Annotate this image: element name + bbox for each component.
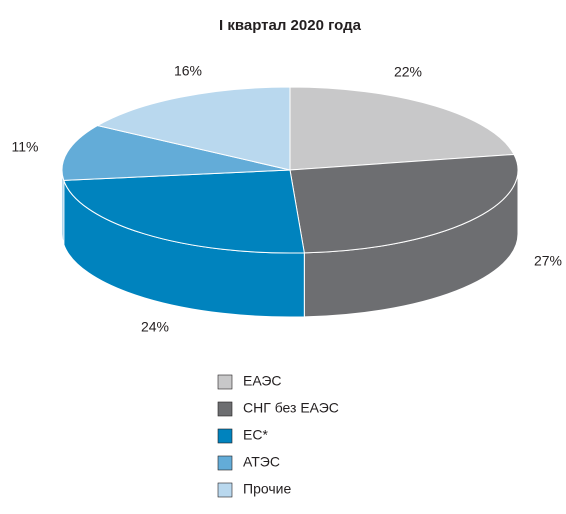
pie-slice — [289, 153, 519, 254]
value-labels: 22% 27% 24% 11% 16% — [12, 63, 563, 335]
pie-slice — [289, 86, 515, 171]
legend-swatch — [217, 455, 233, 471]
legend-label: ЕС* — [243, 427, 268, 443]
legend-swatch — [217, 428, 233, 444]
pie-side — [61, 169, 65, 245]
legend-label: СНГ без ЕАЭС — [243, 400, 339, 416]
pie-slice — [63, 169, 305, 254]
chart-title: I квартал 2020 года — [219, 17, 362, 34]
legend-swatch — [217, 374, 233, 390]
legend-label: АТЭС — [243, 454, 280, 470]
legend-label: ЕАЭС — [243, 373, 282, 389]
value-label: 11% — [12, 139, 39, 155]
legend-swatch — [217, 482, 233, 498]
legend-label: Прочие — [243, 481, 291, 497]
pie-slice — [96, 86, 291, 171]
legend: ЕАЭС СНГ без ЕАЭС ЕС* АТЭС Прочие — [217, 373, 339, 498]
value-label: 27% — [534, 253, 562, 269]
legend-swatch — [217, 401, 233, 417]
pie-slice — [61, 124, 291, 181]
value-label: 22% — [394, 64, 422, 80]
value-label: 24% — [141, 319, 169, 335]
pie-tops — [61, 86, 519, 254]
value-label: 16% — [174, 63, 202, 79]
